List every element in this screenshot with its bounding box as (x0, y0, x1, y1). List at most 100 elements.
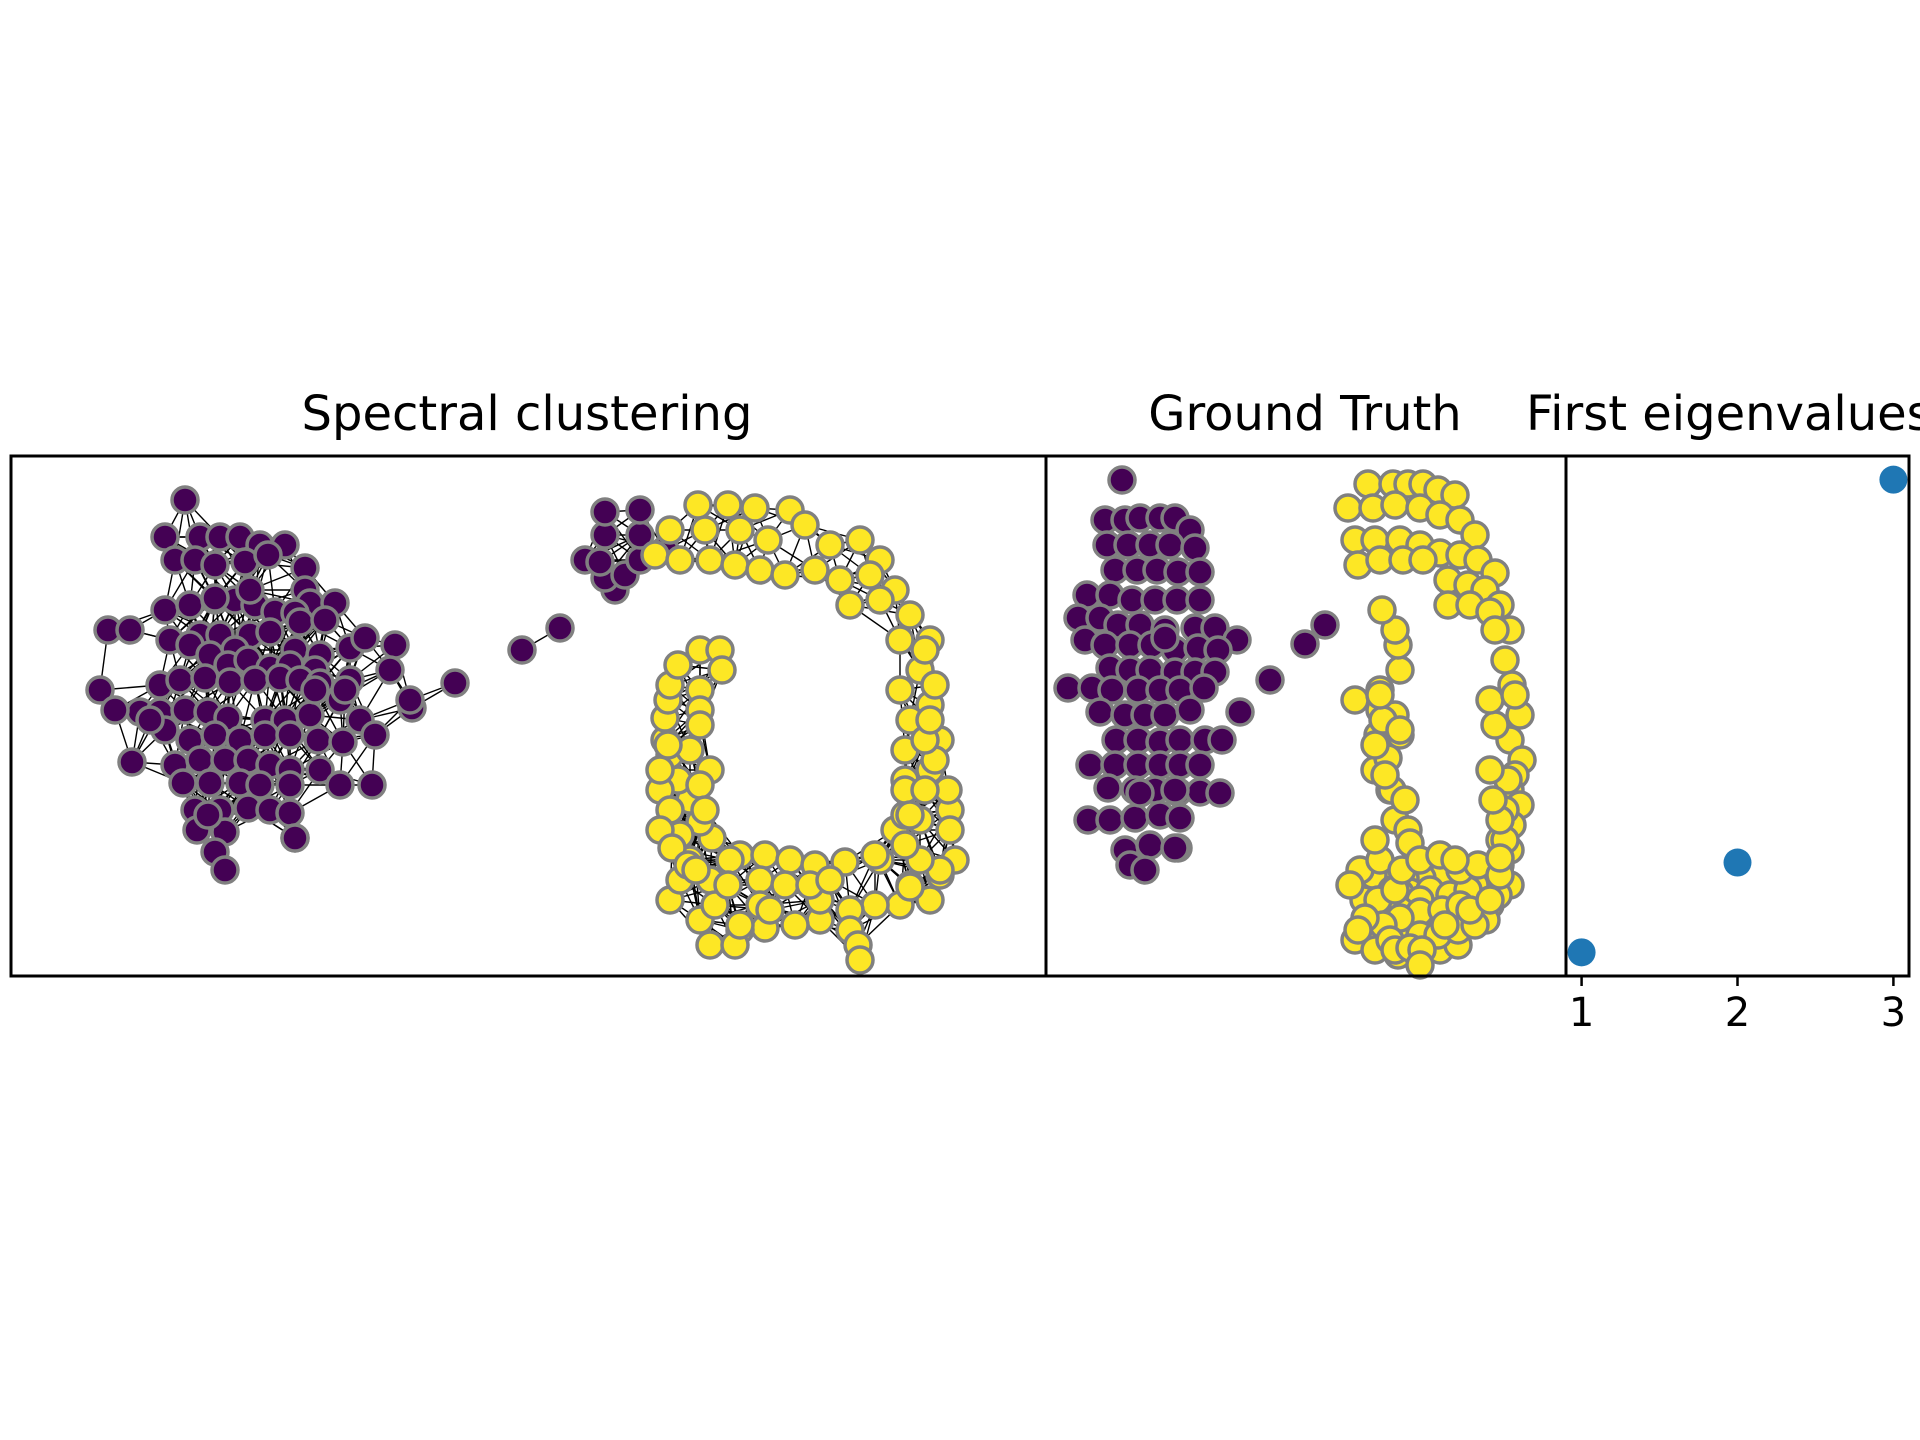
graph-node-cluster-1 (860, 890, 890, 920)
eigenvalue-point (1879, 465, 1908, 494)
graph-node-cluster-1 (835, 590, 865, 620)
graph-node-cluster-0 (285, 607, 315, 637)
graph-node-cluster-0 (375, 655, 405, 685)
graph-node-cluster-1 (895, 872, 925, 902)
graph-node-cluster-0 (150, 595, 180, 625)
graph-node-cluster-1 (653, 730, 683, 760)
graph-node-cluster-0 (195, 768, 225, 798)
x-axis-ticks: 1 2 3 (1569, 976, 1906, 1036)
ground-truth-point-cluster-1 (1475, 755, 1505, 785)
graph-node-cluster-1 (920, 670, 950, 700)
graph-node-cluster-0 (280, 823, 310, 853)
ground-truth-point-cluster-0 (1310, 610, 1340, 640)
graph-node-cluster-1 (845, 945, 875, 975)
ground-truth-point-cluster-0 (1290, 629, 1320, 659)
graph-node-cluster-1 (695, 930, 725, 960)
graph-node-cluster-1 (860, 840, 890, 870)
graph-node-cluster-1 (690, 515, 720, 545)
graph-node-cluster-0 (585, 547, 615, 577)
ground-truth-point-cluster-0 (1107, 465, 1137, 495)
graph-node-cluster-1 (725, 515, 755, 545)
graph-node-cluster-1 (720, 550, 750, 580)
ground-truth-point-cluster-0 (1185, 750, 1215, 780)
ground-truth-point-cluster-0 (1175, 695, 1205, 725)
ground-truth-point-cluster-1 (1385, 655, 1415, 685)
graph-node-cluster-0 (85, 675, 115, 705)
graph-node-cluster-1 (645, 755, 675, 785)
ground-truth-point-cluster-0 (1185, 585, 1215, 615)
x-tick-label: 3 (1881, 990, 1906, 1036)
graph-node-cluster-1 (790, 510, 820, 540)
graph-node-cluster-1 (935, 815, 965, 845)
graph-nodes (85, 485, 970, 975)
graph-node-cluster-1 (663, 650, 693, 680)
graph-node-cluster-1 (915, 705, 945, 735)
graph-node-cluster-0 (440, 668, 470, 698)
x-tick-label: 2 (1725, 990, 1750, 1036)
graph-node-cluster-1 (815, 530, 845, 560)
ground-truth-point-cluster-0 (1160, 775, 1190, 805)
graph-node-cluster-0 (168, 768, 198, 798)
ground-truth-point-cluster-1 (1408, 545, 1438, 575)
ground-truth-point-cluster-0 (1165, 803, 1195, 833)
graph-node-cluster-0 (625, 495, 655, 525)
graph-node-cluster-1 (885, 625, 915, 655)
ground-truth-point-cluster-0 (1093, 773, 1123, 803)
graph-node-cluster-0 (380, 630, 410, 660)
panel-ground-truth: Ground Truth (1044, 386, 1568, 980)
graph-node-cluster-1 (800, 555, 830, 585)
graph-node-cluster-0 (275, 770, 305, 800)
graph-node-cluster-0 (255, 617, 285, 647)
graph-node-cluster-0 (395, 685, 425, 715)
graph-node-cluster-1 (770, 560, 800, 590)
graph-node-cluster-0 (100, 695, 130, 725)
graph-node-cluster-0 (210, 855, 240, 885)
ground-truth-point-cluster-1 (1475, 685, 1505, 715)
ground-truth-point-cluster-1 (1385, 715, 1415, 745)
graph-node-cluster-0 (165, 665, 195, 695)
ground-truth-point-cluster-1 (1485, 843, 1515, 873)
graph-node-cluster-1 (775, 845, 805, 875)
graph-node-cluster-0 (253, 540, 283, 570)
ground-truth-point-cluster-0 (1120, 803, 1150, 833)
graph-node-cluster-1 (755, 895, 785, 925)
ground-truth-point-cluster-0 (1135, 830, 1165, 860)
ground-truth-point-cluster-1 (1365, 680, 1395, 710)
graph-node-cluster-1 (910, 635, 940, 665)
graph-node-cluster-0 (328, 727, 358, 757)
graph-node-cluster-1 (715, 845, 745, 875)
panel-first-eigenvalues: First eigenvalues 1 2 3 (1526, 386, 1920, 1036)
ground-truth-point-cluster-0 (1095, 805, 1125, 835)
eigenvalue-point (1723, 848, 1752, 877)
graph-node-cluster-0 (245, 770, 275, 800)
graph-node-cluster-0 (200, 720, 230, 750)
graph-node-cluster-1 (655, 515, 685, 545)
ground-truth-point-cluster-1 (1343, 915, 1373, 945)
ground-truth-point-cluster-0 (1189, 673, 1219, 703)
graph-node-cluster-0 (325, 770, 355, 800)
graph-node-cluster-1 (740, 493, 770, 523)
graph-node-cluster-1 (780, 910, 810, 940)
ground-truth-point-cluster-0 (1075, 750, 1105, 780)
ground-truth-point-cluster-1 (1500, 680, 1530, 710)
eigenvalue-points (1567, 465, 1908, 967)
ground-truth-point-cluster-1 (1478, 785, 1508, 815)
graph-node-cluster-0 (295, 700, 325, 730)
ground-truth-point-cluster-1 (1440, 845, 1470, 875)
graph-node-cluster-0 (350, 623, 380, 653)
graph-node-cluster-1 (685, 710, 715, 740)
ground-truth-point-cluster-0 (1053, 673, 1083, 703)
graph-node-cluster-0 (303, 725, 333, 755)
graph-node-cluster-0 (117, 747, 147, 777)
graph-node-cluster-1 (910, 775, 940, 805)
graph-node-cluster-0 (250, 720, 280, 750)
graph-node-cluster-0 (310, 605, 340, 635)
x-tick-label: 1 (1569, 990, 1594, 1036)
graph-node-cluster-1 (725, 910, 755, 940)
graph-node-cluster-1 (745, 865, 775, 895)
ground-truth-point-cluster-0 (1155, 530, 1185, 560)
ground-truth-point-cluster-0 (1165, 725, 1195, 755)
graph-node-cluster-1 (895, 800, 925, 830)
graph-node-cluster-0 (193, 800, 223, 830)
graph-node-cluster-1 (665, 545, 695, 575)
